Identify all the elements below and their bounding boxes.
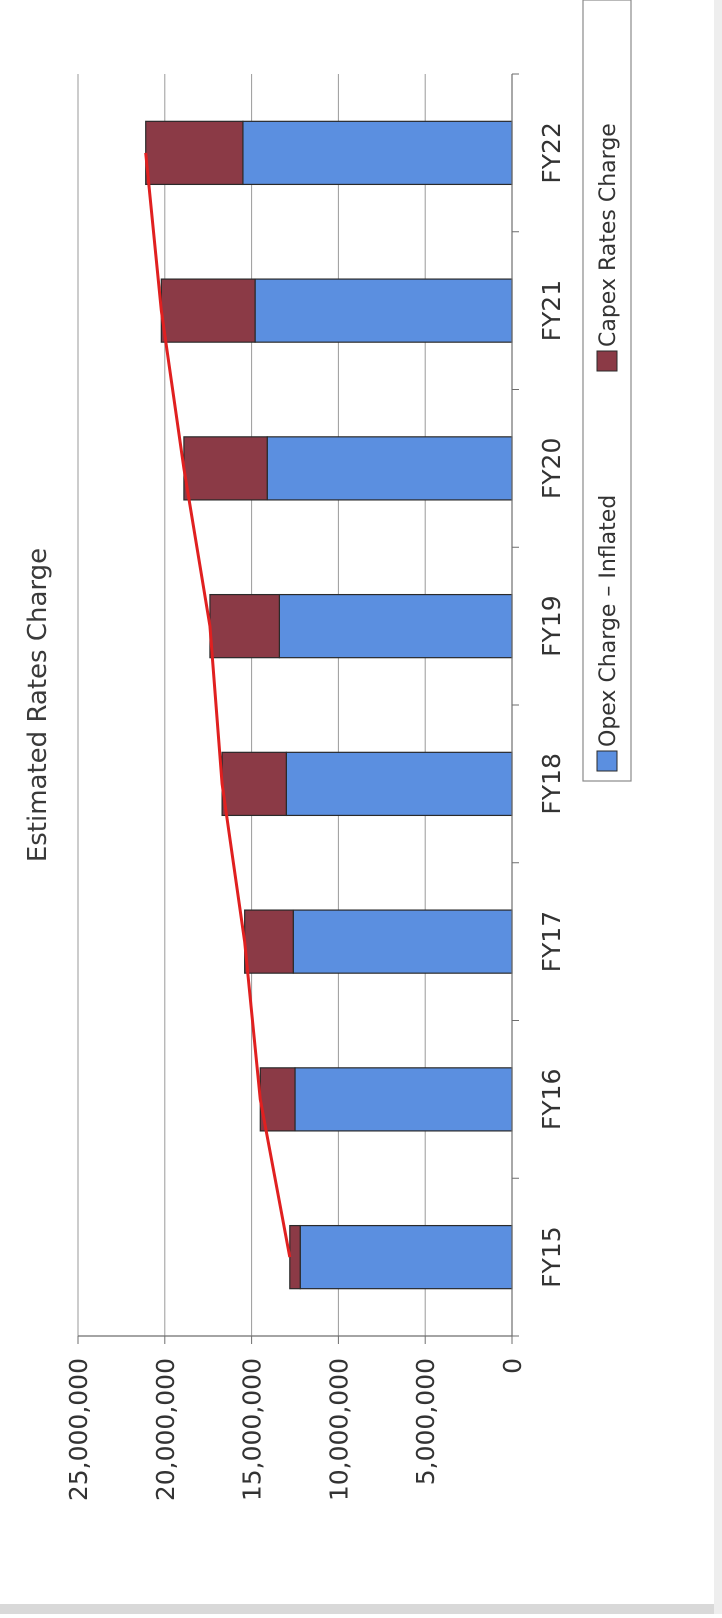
legend-label: Capex Rates Charge bbox=[596, 123, 621, 347]
bar-opex bbox=[285, 751, 513, 817]
bar-opex bbox=[278, 593, 513, 659]
x-tick-label: FY16 bbox=[537, 1069, 566, 1130]
y-tick-label: 5,000,000 bbox=[411, 1358, 440, 1485]
chart-rotated-group: 0 5,000,000 10,000,000 15,000,000 20,000,000… bbox=[23, 0, 632, 1501]
bar-capex bbox=[289, 1224, 301, 1290]
right-edge-strip bbox=[714, 0, 722, 1614]
x-tick-label: FY21 bbox=[537, 280, 566, 341]
x-tick-label: FY22 bbox=[537, 122, 566, 183]
bar-capex bbox=[160, 278, 256, 343]
legend: Opex Charge – Inflated Capex Rates Charge bbox=[582, 0, 632, 782]
chart-title: Estimated Rates Charge bbox=[23, 548, 53, 862]
y-tick-label: 20,000,000 bbox=[151, 1358, 180, 1501]
x-tick-label: FY17 bbox=[537, 911, 566, 972]
bar-capex bbox=[145, 120, 244, 186]
y-tick-label: 10,000,000 bbox=[324, 1358, 353, 1501]
bar-opex bbox=[292, 909, 513, 974]
bar-opex bbox=[294, 1067, 513, 1132]
trend-line bbox=[144, 152, 292, 1258]
bottom-scroll-strip bbox=[0, 1604, 722, 1614]
legend-label: Opex Charge – Inflated bbox=[596, 495, 621, 747]
y-tick-label: 15,000,000 bbox=[238, 1358, 267, 1501]
legend-swatch bbox=[596, 350, 618, 372]
bar-capex bbox=[209, 593, 280, 659]
x-tick-label: FY18 bbox=[537, 753, 566, 814]
legend-swatch bbox=[596, 750, 618, 772]
bar-opex bbox=[242, 120, 513, 186]
legend-box bbox=[582, 0, 632, 782]
x-tick-label: FY19 bbox=[537, 595, 566, 656]
bar-capex bbox=[221, 751, 287, 817]
tick-labels: 0 5,000,000 10,000,000 15,000,000 20,000,000… bbox=[64, 122, 566, 1501]
x-tick-label: FY15 bbox=[537, 1226, 566, 1287]
bar-opex bbox=[299, 1224, 513, 1290]
bar-opex bbox=[266, 436, 513, 501]
x-tick-label: FY20 bbox=[537, 438, 566, 499]
bar-capex bbox=[183, 436, 268, 501]
bar-capex bbox=[244, 909, 294, 974]
plot-area bbox=[78, 74, 512, 1336]
bar-opex bbox=[254, 278, 513, 343]
axes bbox=[77, 73, 519, 1344]
y-tick-label: 25,000,000 bbox=[64, 1358, 93, 1501]
bars bbox=[145, 120, 513, 1290]
y-tick-label: 0 bbox=[498, 1358, 527, 1374]
